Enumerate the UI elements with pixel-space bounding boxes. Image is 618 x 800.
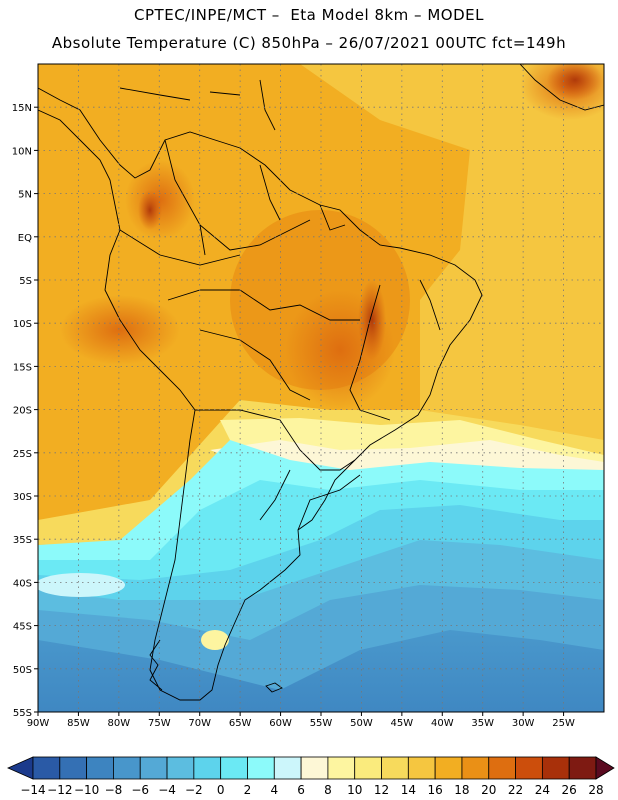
lat-label: 5N [18,190,32,201]
colorbar-label: 24 [535,783,550,797]
colorbar-label: 12 [374,783,389,797]
colorbar-box [247,756,275,780]
lat-label: 10S [13,319,32,330]
lon-label: 35W [471,718,494,729]
temperature-field [38,64,604,712]
lon-label: 90W [27,718,50,729]
colorbar-box [139,756,168,780]
lat-label: 25S [13,449,32,460]
colorbar-box [407,756,436,780]
latitude-labels: 15N 10N 5N EQ 5S 10S 15S 20S 25S 30S 35S 40S 45S 50S 5… [12,103,38,719]
colorbar-box [32,756,61,780]
lon-label: 30W [512,718,535,729]
lon-label: 65W [229,718,252,729]
colorbar-box [515,756,543,780]
lon-label: 70W [188,718,211,729]
colorbar-label: 18 [454,783,469,797]
colorbar-label: 22 [508,783,523,797]
colorbar-box [434,756,463,780]
colorbar-label: 28 [588,783,603,797]
lon-label: 55W [310,718,333,729]
lat-label: 15N [12,103,32,114]
colorbar-label: 2 [244,783,252,797]
lat-label: 10N [12,146,32,157]
graticule [38,64,604,712]
colorbar-label: −4 [158,783,176,797]
colorbar-label: −2 [185,783,203,797]
lon-label: 25W [552,718,575,729]
lat-label: 15S [13,362,32,373]
coastlines [38,64,604,701]
lon-label: 80W [108,718,131,729]
colorbar-label: −14 [20,783,45,797]
colorbar-arrow-high [595,756,615,780]
colorbar-label: 14 [401,783,416,797]
colorbar-label: 20 [481,783,496,797]
lat-label: 55S [13,708,32,719]
colorbar-box [541,756,570,780]
lat-label: 45S [13,622,32,633]
colorbar-label: 4 [270,783,278,797]
lat-label: 30S [13,492,32,503]
colorbar-box [166,756,195,780]
lat-label: 20S [13,406,32,417]
colorbar-label: −10 [74,783,99,797]
map-title-line1: CPTEC/INPE/MCT – Eta Model 8km – MODEL [134,6,484,24]
colorbar-label: −12 [47,783,72,797]
lat-label: 50S [13,665,32,676]
colorbar-box [327,756,356,780]
colorbar-box [461,756,490,780]
colorbar-label: −8 [105,783,123,797]
lon-label: 75W [148,718,171,729]
colorbar-label: 8 [324,783,332,797]
map-title-line2: Absolute Temperature (C) 850hPa – 26/07/… [51,34,567,52]
colorbar-label: 0 [217,783,225,797]
lon-label: 45W [391,718,414,729]
colorbar-box [354,756,382,780]
colorbar-box [220,756,248,780]
colorbar-box [300,756,329,780]
colorbar-box [59,756,88,780]
colorbar-label: 16 [428,783,443,797]
lon-label: 85W [67,718,90,729]
colorbar: −14 −12 −10 −8 −6 −4 −2 0 2 4 6 8 10 12 14 16 18 20 22 24 26… [7,756,615,797]
colorbar-arrow-low [7,756,34,780]
colorbar-box [488,756,516,780]
colorbar-label: 26 [562,783,577,797]
lat-label: 40S [13,578,32,589]
lat-label: 5S [19,276,32,287]
longitude-labels: 90W 85W 80W 75W 70W 65W 60W 55W 50W 45W 40W 35W 30W 2… [27,712,575,729]
colorbar-box [273,756,302,780]
lon-label: 60W [269,718,292,729]
colorbar-label: −6 [131,783,149,797]
lat-label: EQ [18,233,32,244]
lat-label: 35S [13,535,32,546]
lon-label: 50W [350,718,373,729]
lon-label: 40W [431,718,454,729]
colorbar-box [381,756,409,780]
colorbar-label: 6 [297,783,305,797]
colorbar-box [86,756,114,780]
colorbar-box [113,756,141,780]
colorbar-label: 10 [347,783,362,797]
colorbar-box [568,756,597,780]
colorbar-box [193,756,222,780]
